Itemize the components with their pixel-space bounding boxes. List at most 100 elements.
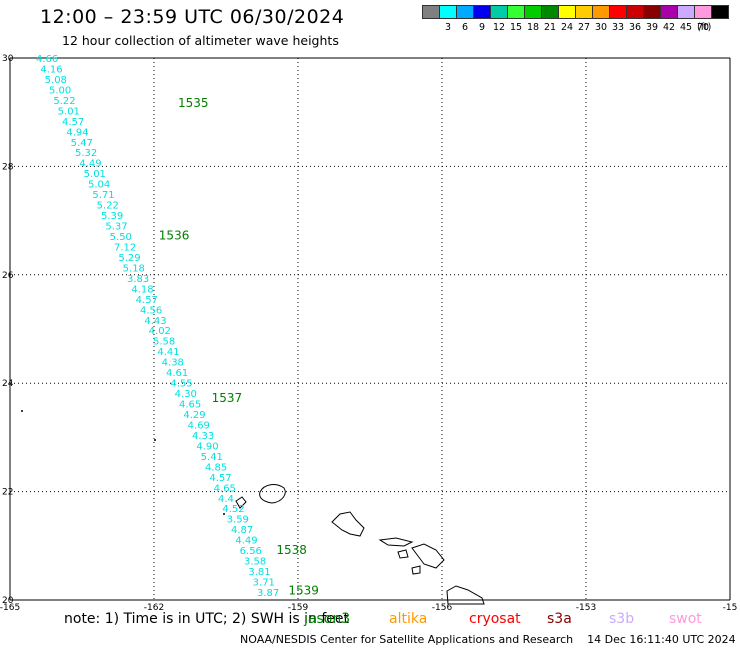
wave-height-value: 5.37: [105, 222, 127, 233]
islet-1: [21, 410, 23, 412]
colorbar-label: 45: [679, 22, 693, 33]
islet-2: [154, 439, 156, 441]
wave-height-value: 5.71: [92, 190, 114, 201]
wave-height-value: 3.81: [248, 567, 270, 578]
wave-height-value: 3.59: [227, 515, 249, 526]
wave-height-value: 5.29: [118, 253, 140, 264]
colorbar-label: 42: [662, 22, 676, 33]
island-niihau: [235, 496, 247, 509]
islet-3: [223, 513, 225, 515]
footer-note: note: 1) Time is in UTC; 2) SWH is in fe…: [64, 611, 350, 627]
lat-tick-label: 24: [2, 379, 14, 389]
colorbar-swatch: [711, 5, 729, 19]
wave-height-value: 4.30: [175, 389, 197, 400]
wave-height-value: 5.50: [110, 232, 132, 243]
wave-height-value: 4.66: [36, 54, 58, 65]
satellite-altika: altika: [389, 611, 428, 627]
wave-height-value: 4.18: [131, 284, 153, 295]
wave-height-value: 4.57: [136, 295, 158, 306]
island-kauai: [259, 484, 286, 504]
wave-height-value: 4.90: [196, 441, 218, 452]
wave-height-value: 4.85: [205, 462, 227, 473]
pass-time-label: 1538: [276, 543, 307, 557]
lon-tick-label: -159: [288, 603, 309, 610]
colorbar-label: 18: [526, 22, 540, 33]
wave-height-value: 5.47: [71, 138, 93, 149]
colorbar-label: 6: [461, 22, 469, 33]
island-oahu: [331, 511, 365, 537]
wave-height-value: 5.01: [84, 169, 106, 180]
wave-height-value: 5.41: [201, 452, 223, 463]
credit-line: NOAA/NESDIS Center for Satellite Applica…: [240, 633, 736, 646]
wave-height-value: 4.33: [192, 431, 214, 442]
island-hawaii: [446, 585, 485, 605]
colorbar-label: 30: [594, 22, 608, 33]
hawaiian-islands: [21, 410, 485, 605]
wave-height-value: 4.61: [166, 368, 188, 379]
lon-tick-label: -165: [0, 603, 20, 610]
wave-height-value: 4.55: [170, 379, 192, 390]
wave-height-value: 5.01: [58, 106, 80, 117]
wave-height-value: 4.87: [231, 525, 253, 536]
lat-lon-grid: [9, 57, 731, 601]
wave-height-value: 5.04: [88, 180, 110, 191]
wave-height-value: 5.08: [45, 75, 67, 86]
wave-height-value: 3.83: [127, 274, 149, 285]
wave-height-value: 5.00: [49, 85, 71, 96]
colorbar-label: 70: [696, 22, 710, 33]
wave-height-value: 5.22: [53, 96, 75, 107]
lon-tick-label: -153: [576, 603, 596, 610]
wave-height-value: 4.65: [214, 483, 236, 494]
wave-height-value: 4.94: [66, 127, 88, 138]
lat-tick-label: 26: [2, 271, 14, 281]
wave-height-value: 5.22: [97, 201, 119, 212]
wave-height-value: 4.29: [183, 410, 205, 421]
lon-tick-label: -15: [723, 603, 738, 610]
island-lanai: [397, 549, 409, 559]
colorbar-label: 36: [628, 22, 642, 33]
pass-time-label: 1536: [159, 229, 190, 243]
wave-height-value: 7.12: [114, 242, 136, 253]
wave-height-value: 6.56: [240, 546, 262, 557]
pass-time-label: 1537: [212, 391, 243, 405]
wave-height-value: 4.38: [162, 358, 184, 369]
wave-height-value: 4.4: [218, 494, 234, 505]
wave-height-value: 5.39: [101, 211, 123, 222]
map-title: 12:00 – 23:59 UTC 06/30/2024: [40, 6, 345, 28]
wave-height-value: 4.49: [79, 159, 101, 170]
island-kahoolawe: [411, 565, 421, 575]
lat-tick-label: 30: [2, 54, 14, 64]
wave-height-value: 4.65: [179, 400, 201, 411]
lat-tick-label: 28: [2, 162, 14, 172]
satellite-s3b: s3b: [609, 611, 635, 627]
credit-text: NOAA/NESDIS Center for Satellite Applica…: [240, 633, 574, 646]
lat-tick-label: 20: [2, 596, 14, 606]
colorbar-label: 21: [543, 22, 557, 33]
wave-height-value: 4.43: [144, 316, 166, 327]
pass-time-label: 1535: [178, 96, 209, 110]
wave-height-value: 4.49: [235, 536, 257, 547]
pass-time-labels: 1535 1536 1537 1538 1539: [159, 96, 319, 598]
colorbar-label: 9: [478, 22, 486, 33]
colorbar-unit: (ft): [697, 22, 712, 33]
wave-height-value: 4.69: [188, 420, 210, 431]
island-molokai: [378, 537, 414, 547]
wave-height-value: 4.56: [140, 305, 162, 316]
colorbar-label: 15: [509, 22, 523, 33]
map-subtitle: 12 hour collection of altimeter wave hei…: [62, 33, 339, 48]
wave-height-value: 4.41: [157, 347, 179, 358]
lon-tick-label: -156: [432, 603, 453, 610]
wave-height-value: 3.87: [257, 588, 279, 599]
lat-tick-label: 22: [2, 488, 13, 498]
wave-height-value: 3.71: [253, 578, 275, 589]
colorbar-label: 24: [560, 22, 574, 33]
wave-height-value: 5.32: [75, 148, 97, 159]
wave-height-value: 4.57: [209, 473, 231, 484]
satellite-s3a: s3a: [547, 611, 572, 627]
colorbar-label: 12: [492, 22, 506, 33]
island-maui: [411, 543, 445, 569]
lon-tick-label: -162: [144, 603, 164, 610]
wave-height-value: 3.58: [244, 557, 266, 568]
wave-height-value: 5.18: [123, 263, 145, 274]
altimeter-map: -165 -162 -159 -156 -153 -15 20 22 24 26 28 30 4.66…: [0, 54, 738, 610]
